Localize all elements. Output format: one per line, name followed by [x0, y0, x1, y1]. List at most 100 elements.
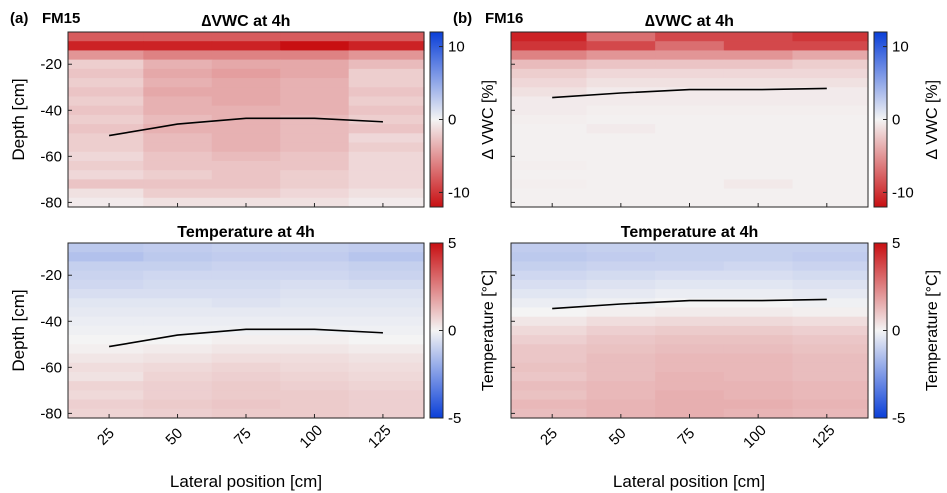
- heatmap-cell: [143, 243, 213, 253]
- heatmap-cell: [348, 316, 425, 327]
- heatmap-cell: [586, 381, 656, 391]
- heatmap-cell: [723, 114, 794, 125]
- heatmap-cell: [68, 335, 144, 345]
- heatmap-cell: [211, 390, 281, 401]
- heatmap-cell: [723, 243, 794, 253]
- heatmap-cell: [211, 316, 281, 327]
- heatmap-cell: [723, 381, 794, 391]
- heatmap-cell: [68, 151, 144, 162]
- heatmap-cell: [655, 408, 725, 419]
- heatmap-cell: [68, 399, 144, 410]
- x-tick-label: 100: [296, 422, 326, 452]
- x-tick-label: 100: [740, 422, 770, 452]
- heatmap-cell: [348, 96, 425, 107]
- heatmap-cell: [655, 78, 725, 88]
- heatmap-cell: [280, 408, 350, 419]
- heatmap-cell: [586, 50, 656, 61]
- heatmap-cell: [348, 252, 425, 263]
- heatmap-cell: [348, 105, 425, 116]
- heatmap-cell: [211, 325, 281, 336]
- heatmap-cell: [792, 170, 869, 180]
- heatmap-cell: [792, 160, 869, 171]
- heatmap-cell: [792, 124, 869, 134]
- y-tick-label: -80: [40, 194, 62, 211]
- heatmap-cell: [348, 160, 425, 171]
- heatmap-cell: [511, 59, 588, 70]
- panel-title: ∆VWC at 4h: [645, 13, 734, 30]
- colorbar: [874, 32, 887, 207]
- heatmap-cell: [723, 261, 794, 272]
- heatmap-cell: [723, 59, 794, 70]
- heatmap-cell: [280, 41, 350, 52]
- heatmap-cell: [792, 408, 869, 419]
- heatmap-cell: [280, 335, 350, 345]
- heatmap-cell: [511, 96, 588, 107]
- heatmap-cell: [792, 335, 869, 345]
- heatmap-cell: [280, 133, 350, 144]
- heatmap-cell: [723, 344, 794, 355]
- heatmap-cell: [211, 142, 281, 153]
- heatmap-cell: [348, 353, 425, 364]
- heatmap-cell: [68, 105, 144, 116]
- heatmap-cell: [348, 68, 425, 79]
- heatmap-cell: [280, 316, 350, 327]
- x-tick-label: 75: [674, 425, 698, 449]
- heatmap-cell: [586, 270, 656, 281]
- heatmap-cell: [511, 307, 588, 318]
- heatmap-cell: [348, 87, 425, 98]
- heatmap-cell: [68, 279, 144, 290]
- heatmap-cell: [723, 335, 794, 345]
- heatmap-cell: [143, 170, 213, 180]
- colorbar: [430, 32, 443, 207]
- y-tick-label: -20: [40, 267, 62, 284]
- heatmap-cell: [511, 160, 588, 171]
- heatmap-cell: [68, 325, 144, 336]
- heatmap-cell: [511, 50, 588, 61]
- heatmap-cell: [586, 32, 656, 42]
- heatmap-cell: [348, 78, 425, 88]
- heatmap-cell: [723, 270, 794, 281]
- colorbar-label: ∆ VWC [%]: [480, 80, 497, 159]
- colorbar-tick-label: 0: [448, 112, 456, 129]
- heatmap-cell: [586, 151, 656, 162]
- heatmap-cell: [655, 353, 725, 364]
- heatmap-cell: [792, 188, 869, 199]
- heatmap-cell: [143, 335, 213, 345]
- heatmap-cell: [792, 261, 869, 272]
- heatmap-cell: [348, 170, 425, 180]
- heatmap-cell: [68, 289, 144, 299]
- heatmap-cell: [143, 41, 213, 52]
- heatmap-cell: [68, 252, 144, 263]
- panel-title: Temperature at 4h: [621, 224, 759, 241]
- heatmap-cell: [655, 160, 725, 171]
- colorbar-label: Temperature [°C]: [480, 270, 497, 391]
- heatmap-cell: [348, 59, 425, 70]
- heatmap-cell: [511, 335, 588, 345]
- heatmap-cell: [280, 289, 350, 299]
- heatmap-cell: [655, 59, 725, 70]
- heatmap-cell: [280, 399, 350, 410]
- panel-label: (a): [10, 10, 28, 27]
- heatmap-cell: [511, 279, 588, 290]
- heatmap-cell: [143, 381, 213, 391]
- heatmap-cell: [280, 50, 350, 61]
- heatmap-cell: [586, 399, 656, 410]
- heatmap-cell: [211, 335, 281, 345]
- colorbar-tick-label: -10: [448, 184, 470, 201]
- heatmap-cell: [211, 170, 281, 180]
- heatmap-cell: [586, 179, 656, 190]
- heatmap-cell: [792, 325, 869, 336]
- heatmap-cell: [68, 270, 144, 281]
- heatmap-cell: [511, 390, 588, 401]
- heatmap-cell: [655, 105, 725, 116]
- heatmap-cell: [511, 68, 588, 79]
- heatmap-cell: [348, 390, 425, 401]
- heatmap-cell: [586, 252, 656, 263]
- panel-title: Temperature at 4h: [177, 224, 315, 241]
- heatmap-cell: [143, 261, 213, 272]
- heatmap-cell: [655, 68, 725, 79]
- heatmap-cell: [586, 41, 656, 52]
- heatmap-cell: [723, 325, 794, 336]
- heatmap-cell: [211, 59, 281, 70]
- heatmap-cell: [792, 298, 869, 309]
